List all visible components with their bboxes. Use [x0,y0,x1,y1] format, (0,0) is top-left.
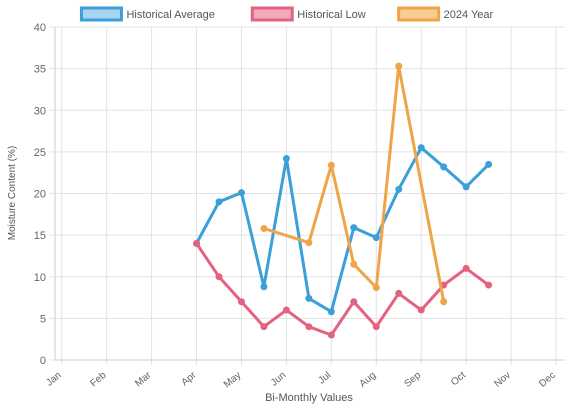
data-point-historical-low[interactable] [327,331,335,339]
x-tick-label: Oct [449,370,468,389]
y-tick-label: 20 [34,189,46,201]
series-2024-year [260,62,448,306]
y-tick-label: 35 [34,64,46,76]
y-tick-label: 30 [34,105,46,117]
legend-item-historical-average[interactable]: Historical Average [79,6,215,22]
data-point-historical-low[interactable] [215,273,223,281]
x-axis-title: Bi-Monthly Values [265,392,353,404]
series-line-historical-average [195,146,491,314]
y-tick-label: 25 [34,147,46,159]
data-point-2024-year[interactable] [327,161,335,169]
data-point-historical-low[interactable] [485,281,493,289]
y-axis-title: Moisture Content (%) [7,146,18,240]
data-point-2024-year[interactable] [372,284,380,292]
data-point-historical-average[interactable] [462,183,470,191]
x-tick-label: Jan [44,370,63,389]
legend-swatch [397,6,441,22]
legend-item-2024-year[interactable]: 2024 Year [397,6,494,22]
legend-item-historical-low[interactable]: Historical Low [250,6,366,22]
data-point-2024-year[interactable] [305,239,313,247]
y-tick-label: 40 [34,22,46,34]
x-tick-label: Aug [358,370,379,390]
data-point-historical-average[interactable] [350,224,358,232]
x-tick-label: Dec [537,370,558,390]
x-tick-label: Nov [492,370,513,390]
data-point-historical-average[interactable] [327,308,335,316]
data-point-historical-average[interactable] [305,294,313,302]
data-point-historical-low[interactable] [305,323,313,331]
y-tick-label: 5 [40,313,46,325]
legend-swatch [250,6,294,22]
data-point-2024-year[interactable] [440,298,448,306]
x-tick-label: Mar [133,369,154,389]
legend-label: Historical Low [297,9,366,21]
data-point-historical-average[interactable] [237,189,245,197]
x-tick-label: Feb [88,370,109,390]
legend-label: Historical Average [126,9,214,21]
y-tick-label: 0 [40,355,46,367]
data-point-historical-average[interactable] [485,160,493,168]
data-point-historical-low[interactable] [193,239,201,247]
data-point-historical-low[interactable] [395,289,403,297]
data-point-historical-low[interactable] [462,264,470,272]
x-tick-label: Apr [179,369,199,388]
data-point-2024-year[interactable] [350,260,358,268]
data-point-2024-year[interactable] [260,224,268,232]
data-point-historical-average[interactable] [440,163,448,171]
legend-swatch [79,6,123,22]
data-point-historical-average[interactable] [417,144,425,152]
series-historical-low [193,239,493,339]
legend-label: 2024 Year [444,9,494,21]
data-point-2024-year[interactable] [395,62,403,70]
axes: 0 5 10 15 20 25 30 35 40 Jan Feb Mar Apr May Jun Jul Aug… [34,22,565,390]
data-point-historical-average[interactable] [282,155,290,163]
data-point-historical-low[interactable] [282,306,290,314]
data-point-historical-average[interactable] [260,283,268,291]
grid [50,26,565,365]
x-tick-label: Jun [269,370,288,389]
data-point-historical-low[interactable] [237,298,245,306]
data-point-historical-low[interactable] [417,306,425,314]
data-point-historical-low[interactable] [260,323,268,331]
data-point-historical-average[interactable] [395,185,403,193]
y-tick-label: 15 [34,230,46,242]
x-tick-label: Jul [316,370,333,387]
data-point-historical-average[interactable] [372,234,380,242]
x-tick-label: May [222,370,244,391]
series-historical-average [193,144,493,316]
data-point-historical-average[interactable] [215,198,223,206]
legend: Historical Average Historical Low 2024 Yea… [79,6,494,22]
series-line-historical-low [195,241,491,337]
data-point-historical-low[interactable] [350,298,358,306]
x-tick-label: Sep [402,370,423,390]
series-layer [193,62,493,339]
y-tick-label: 10 [34,272,46,284]
data-point-historical-low[interactable] [372,323,380,331]
